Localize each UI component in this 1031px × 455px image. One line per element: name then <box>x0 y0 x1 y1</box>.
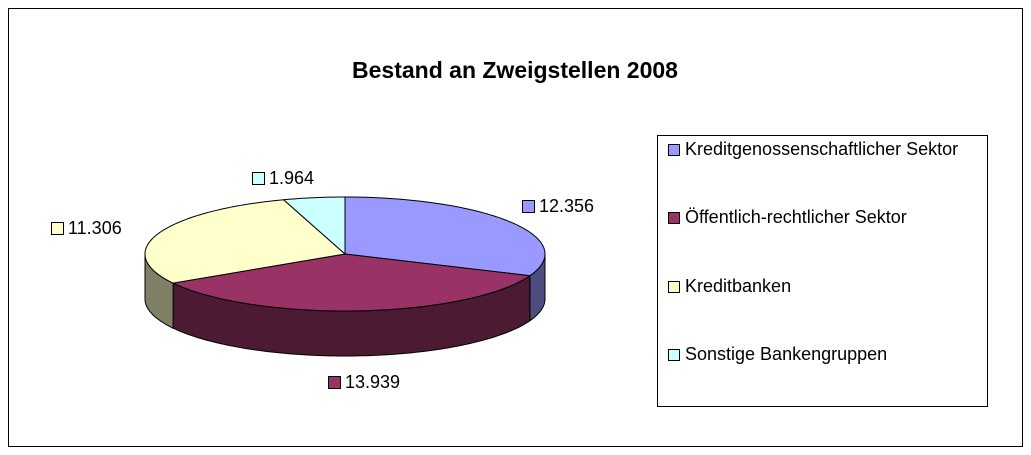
legend-swatch <box>668 349 680 361</box>
data-label-swatch <box>522 200 535 213</box>
legend-label: Sonstige Bankengruppen <box>685 344 887 364</box>
legend-label: Kreditgenossenschaftlicher Sektor <box>685 139 958 159</box>
slice <box>282 196 346 256</box>
legend-label: Kreditbanken <box>685 276 791 296</box>
data-label-swatch <box>252 172 265 185</box>
data-label-swatch <box>328 376 341 389</box>
data-label: 13.939 <box>345 372 400 392</box>
data-label: 1.964 <box>269 168 314 188</box>
slice <box>344 196 546 277</box>
legend-label: Öffentlich-rechtlicher Sektor <box>685 207 907 227</box>
slice <box>144 199 347 284</box>
legend-swatch <box>668 281 680 293</box>
chart-title: Bestand an Zweigstellen 2008 <box>352 57 678 83</box>
legend-swatch <box>668 212 680 224</box>
legend-swatch <box>668 144 680 156</box>
data-label: 12.356 <box>539 196 594 216</box>
data-label: 11.306 <box>68 218 122 238</box>
legend-box <box>657 135 988 407</box>
data-label-swatch <box>51 222 64 235</box>
